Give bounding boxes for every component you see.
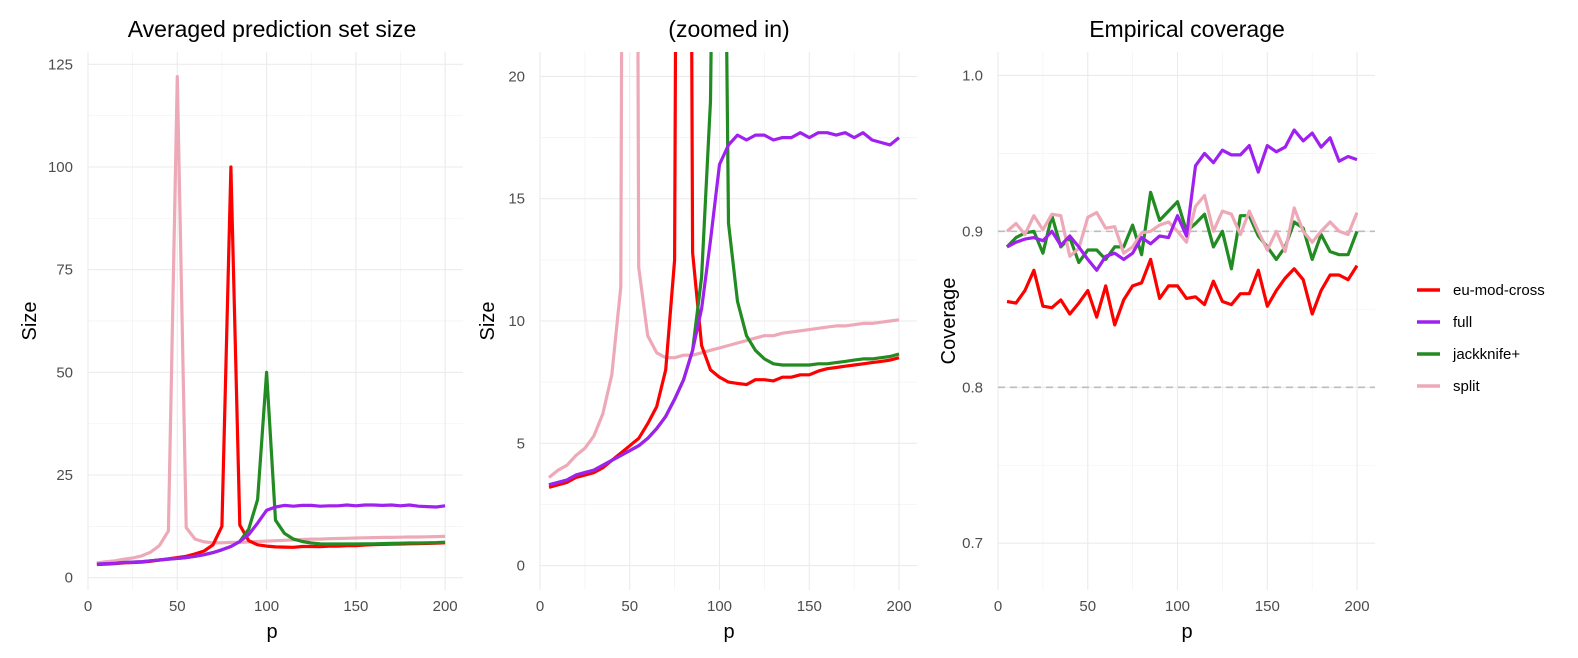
panel-empirical-coverage: Empirical coverage p Coverage 0 50 100 150 2… [938, 16, 1375, 643]
x-tick-label: 150 [797, 598, 822, 615]
x-tick-label: 150 [1255, 598, 1280, 615]
x-tick-label: 50 [1079, 598, 1096, 615]
series-line-eu-mod-cross [1006, 257, 1359, 327]
panel-title: (zoomed in) [668, 16, 789, 42]
y-tick-label: 100 [48, 159, 73, 176]
y-tick-label: 0 [517, 558, 525, 575]
y-tick-label: 5 [517, 435, 525, 452]
y-axis-title: Size [477, 302, 499, 341]
y-tick-label: 50 [56, 364, 73, 381]
x-tick-label: 150 [343, 598, 368, 615]
legend-item: jackknife+ [1417, 346, 1520, 363]
x-tick-label: 200 [1345, 598, 1370, 615]
x-tick-label: 50 [169, 598, 186, 615]
y-axis-title: Size [19, 302, 41, 341]
legend-label: full [1453, 314, 1472, 331]
series-line-split [547, 52, 900, 479]
x-tick-label: 100 [707, 598, 732, 615]
y-tick-label: 10 [508, 313, 525, 330]
x-tick-label: 100 [1165, 598, 1190, 615]
x-tick-label: 50 [621, 598, 638, 615]
panel-zoomed-in: (zoomed in) p Size 0 50 100 150 200 0 5 10 15 20 [477, 16, 917, 643]
y-tick-label: 0 [65, 570, 73, 587]
legend-label: eu-mod-cross [1453, 282, 1545, 299]
y-tick-label: 1.0 [962, 67, 983, 84]
x-tick-label: 200 [887, 598, 912, 615]
series-line-jackknife [548, 52, 900, 487]
y-tick-label: 0.8 [962, 379, 983, 396]
y-axis-title: Coverage [938, 278, 960, 365]
x-axis-title: p [723, 621, 734, 643]
x-tick-label: 0 [536, 598, 544, 615]
x-tick-label: 0 [994, 598, 1002, 615]
x-axis-title: p [1181, 621, 1192, 643]
legend-item: eu-mod-cross [1417, 282, 1545, 299]
series-line-full [96, 503, 446, 566]
y-tick-label: 125 [48, 56, 73, 73]
series-line-full [1006, 128, 1358, 272]
legend-item: full [1417, 314, 1472, 331]
series-line-full [548, 131, 901, 487]
panel-title: Empirical coverage [1089, 16, 1285, 42]
series-line-split [96, 74, 446, 565]
panel-averaged-set-size: Averaged prediction set size p Size 0 50 1… [19, 16, 463, 643]
y-tick-label: 75 [56, 262, 73, 279]
x-tick-label: 100 [254, 598, 279, 615]
y-tick-label: 15 [508, 191, 525, 208]
legend-label: split [1453, 378, 1481, 395]
x-axis-title: p [266, 621, 277, 643]
panel-title: Averaged prediction set size [128, 16, 417, 42]
legend-item: split [1417, 378, 1481, 395]
y-tick-label: 25 [56, 467, 73, 484]
legend-label: jackknife+ [1452, 346, 1520, 363]
x-tick-label: 0 [84, 598, 92, 615]
series-line-jackknife [96, 370, 446, 566]
y-tick-label: 0.9 [962, 223, 983, 240]
legend: eu-mod-cross full jackknife+ split [1417, 282, 1545, 395]
y-tick-label: 0.7 [962, 535, 983, 552]
series-line-split [1005, 193, 1359, 258]
x-tick-label: 200 [433, 598, 458, 615]
y-tick-label: 20 [508, 68, 525, 85]
